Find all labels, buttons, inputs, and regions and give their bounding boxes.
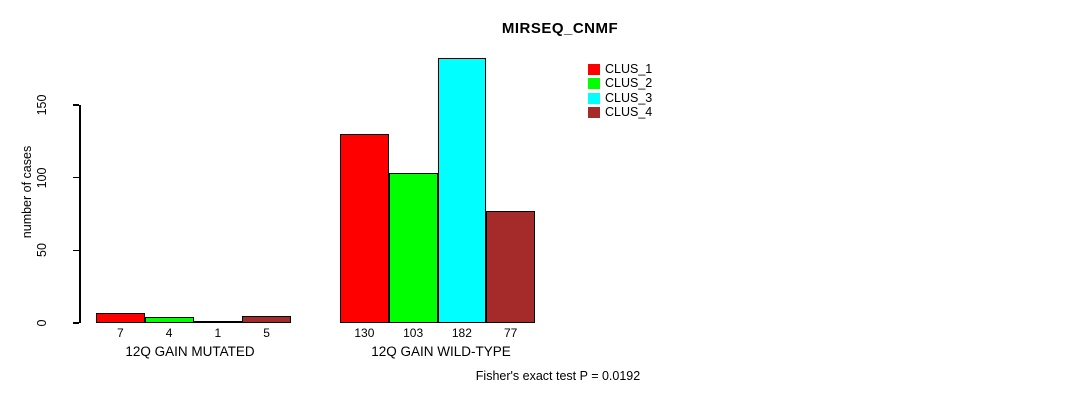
bar-clus_1-group1 — [96, 312, 145, 323]
legend-item: CLUS_4 — [588, 105, 653, 120]
bar-value-label: 182 — [451, 326, 472, 340]
y-tick-mark — [73, 104, 79, 106]
bar-value-label: 1 — [214, 326, 222, 340]
legend-item-label: CLUS_4 — [605, 105, 653, 120]
bar-clus_2-group2 — [388, 173, 438, 323]
y-axis-line — [79, 105, 81, 323]
bar-value-label: 77 — [503, 326, 518, 340]
legend-item-label: CLUS_3 — [605, 90, 653, 105]
bar-clus_3-group2 — [437, 58, 487, 323]
bar-clus_3-group1 — [193, 321, 243, 323]
y-tick-mark — [73, 322, 79, 324]
bar-value-label: 7 — [117, 326, 124, 340]
legend-swatch — [588, 107, 600, 119]
bar-clus_1-group2 — [340, 134, 389, 323]
bar-value-label: 103 — [403, 326, 424, 340]
legend-item: CLUS_1 — [588, 62, 653, 76]
chart-title: MIRSEQ_CNMF — [501, 20, 619, 37]
bar-value-label: 130 — [354, 326, 375, 340]
bar-value-label: 5 — [263, 326, 270, 340]
bar-clus_4-group2 — [486, 211, 535, 323]
y-tick-label: 50 — [35, 243, 49, 258]
bar-clus_4-group1 — [242, 315, 291, 323]
legend-swatch — [588, 92, 600, 104]
legend-item-label: CLUS_1 — [605, 62, 653, 76]
y-tick-mark — [73, 176, 79, 179]
y-axis-label: number of cases — [20, 145, 34, 239]
legend-item: CLUS_3 — [588, 90, 653, 105]
legend-swatch — [588, 78, 600, 90]
y-tick-label: 100 — [35, 167, 49, 189]
group-label-mutated: 12Q GAIN MUTATED — [125, 344, 255, 359]
group-label-wildtype: 12Q GAIN WILD-TYPE — [371, 344, 511, 359]
footnote: Fisher's exact test P = 0.0192 — [475, 369, 641, 383]
y-tick-label: 150 — [35, 94, 49, 116]
legend-item-label: CLUS_2 — [605, 76, 653, 91]
bar-value-label: 4 — [165, 326, 173, 340]
legend-swatch — [588, 64, 600, 75]
legend: CLUS_1 CLUS_2 CLUS_3 CLUS_4 — [588, 62, 653, 120]
y-tick-label: 0 — [35, 319, 49, 327]
y-tick-mark — [73, 249, 79, 252]
bar-clus_2-group1 — [144, 317, 194, 323]
legend-item: CLUS_2 — [588, 76, 653, 91]
